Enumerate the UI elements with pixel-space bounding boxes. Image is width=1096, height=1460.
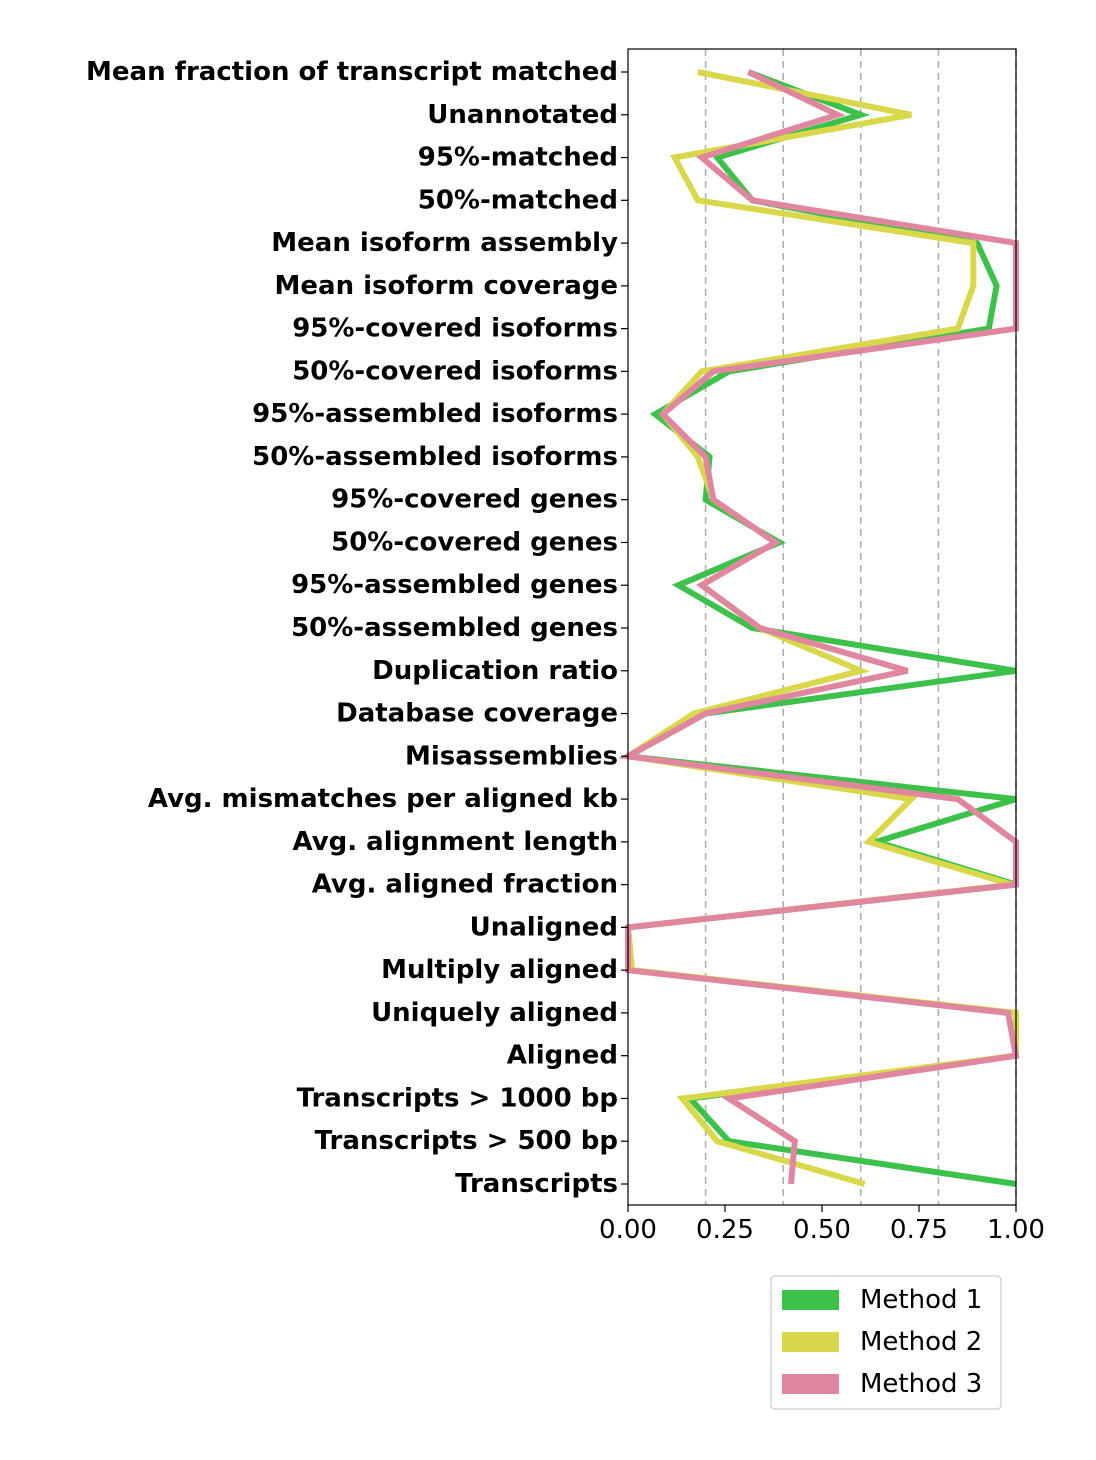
x-tick-label: 0.00 <box>599 1215 657 1245</box>
y-tick-label: Multiply aligned <box>381 955 618 985</box>
y-tick-label: Duplication ratio <box>372 656 618 686</box>
x-tick-label: 1.00 <box>987 1215 1045 1245</box>
legend-label: Method 2 <box>860 1327 982 1357</box>
x-tick-label: 0.50 <box>793 1215 851 1245</box>
y-tick-label: Mean isoform assembly <box>271 228 618 258</box>
x-tick-label: 0.25 <box>696 1215 754 1245</box>
series-line-2 <box>619 69 1019 1187</box>
legend-label: Method 1 <box>860 1285 982 1315</box>
legend: Method 1 Method 2 Method 3 <box>770 1275 1002 1410</box>
legend-swatch <box>782 1332 839 1352</box>
x-tick-label: 0.75 <box>890 1215 948 1245</box>
legend-label: Method 3 <box>860 1369 982 1399</box>
y-tick-label: 50%-assembled isoforms <box>252 442 618 472</box>
y-tick-label: 50%-matched <box>418 185 618 215</box>
y-tick-label: Misassemblies <box>405 741 618 771</box>
legend-swatch <box>782 1290 839 1310</box>
y-tick-label: Transcripts > 500 bp <box>315 1126 618 1156</box>
series-lines <box>618 69 1020 1187</box>
y-tick-label: Mean fraction of transcript matched <box>86 57 618 87</box>
y-tick-label: 50%-covered genes <box>331 527 618 557</box>
y-tick-label: 95%-covered isoforms <box>292 314 618 344</box>
y-tick-label: Unaligned <box>470 912 618 942</box>
y-tick-label: Aligned <box>507 1041 618 1071</box>
y-tick-label: 95%-covered genes <box>331 485 618 515</box>
y-tick-label: Mean isoform coverage <box>275 271 618 301</box>
y-tick-label: 95%-assembled isoforms <box>252 399 618 429</box>
y-tick-label: Transcripts > 1000 bp <box>297 1083 618 1113</box>
legend-swatch <box>782 1374 839 1394</box>
y-tick-label: Avg. mismatches per aligned kb <box>148 784 618 814</box>
y-tick-label: 50%-assembled genes <box>291 613 618 643</box>
y-axis: Mean fraction of transcript matched Unann… <box>86 57 628 1199</box>
y-tick-label: Avg. aligned fraction <box>312 870 618 900</box>
y-tick-label: Avg. alignment length <box>293 827 619 857</box>
y-tick-label: 95%-assembled genes <box>291 570 618 600</box>
y-tick-label: Uniquely aligned <box>371 998 618 1028</box>
y-tick-label: Transcripts <box>455 1169 618 1199</box>
y-tick-label: 95%-matched <box>418 143 618 173</box>
y-tick-label: Unannotated <box>427 100 618 130</box>
y-tick-label: Database coverage <box>336 699 618 729</box>
y-tick-label: 50%-covered isoforms <box>292 356 618 386</box>
x-axis: 0.00 0.25 0.50 0.75 1.00 <box>599 1205 1045 1245</box>
